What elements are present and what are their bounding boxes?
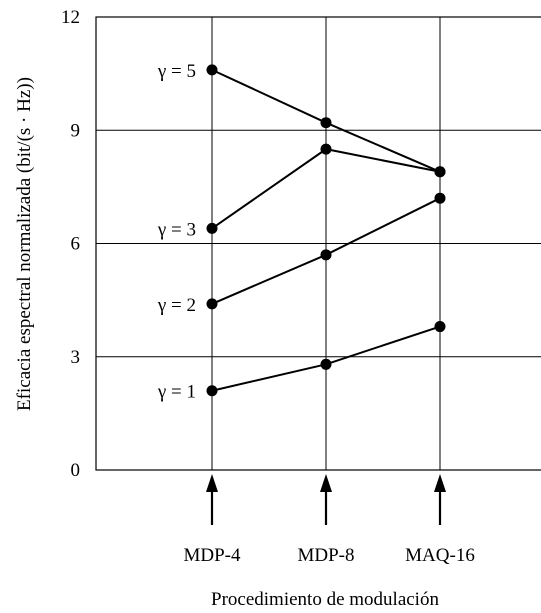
series-label: γ = 2	[157, 295, 196, 316]
x-tick-label: MAQ-16	[405, 545, 475, 566]
series-label: γ = 1	[157, 382, 196, 403]
data-point	[434, 321, 446, 333]
x-tick-label: MDP-8	[297, 545, 354, 566]
data-point	[434, 166, 446, 178]
y-tick-label: 12	[61, 7, 80, 28]
category-arrows	[206, 474, 446, 525]
data-point	[206, 222, 218, 234]
x-tick-label: MDP-4	[183, 545, 241, 566]
x-axis-ticks: MDP-4 MDP-8 MAQ-16	[183, 545, 474, 566]
y-tick-label: 9	[71, 120, 81, 141]
series-label: γ = 5	[157, 61, 196, 82]
data-point	[206, 298, 218, 310]
y-tick-label: 6	[71, 234, 81, 255]
category-arrowhead	[434, 474, 446, 492]
x-axis-label: Procedimiento de modulación	[211, 589, 439, 610]
y-tick-label: 0	[71, 460, 81, 481]
data-point	[206, 385, 218, 397]
y-axis-label: Eficacia espectral normalizada (bit/(s ·…	[14, 77, 35, 411]
data-point	[320, 358, 332, 370]
data-point	[320, 143, 332, 155]
category-arrowhead	[320, 474, 332, 492]
data-point	[434, 192, 446, 204]
y-tick-label: 3	[71, 347, 81, 368]
data-point	[320, 117, 332, 129]
data-point	[206, 64, 218, 76]
category-arrowhead	[206, 474, 218, 492]
plot-frame	[95, 16, 541, 471]
data-point	[320, 249, 332, 261]
y-axis-ticks: 0 3 6 9 12	[61, 7, 80, 481]
series	[206, 64, 446, 397]
series-labels: γ = 1 γ = 2 γ = 3 γ = 5	[157, 61, 196, 403]
series-label: γ = 3	[157, 219, 196, 240]
